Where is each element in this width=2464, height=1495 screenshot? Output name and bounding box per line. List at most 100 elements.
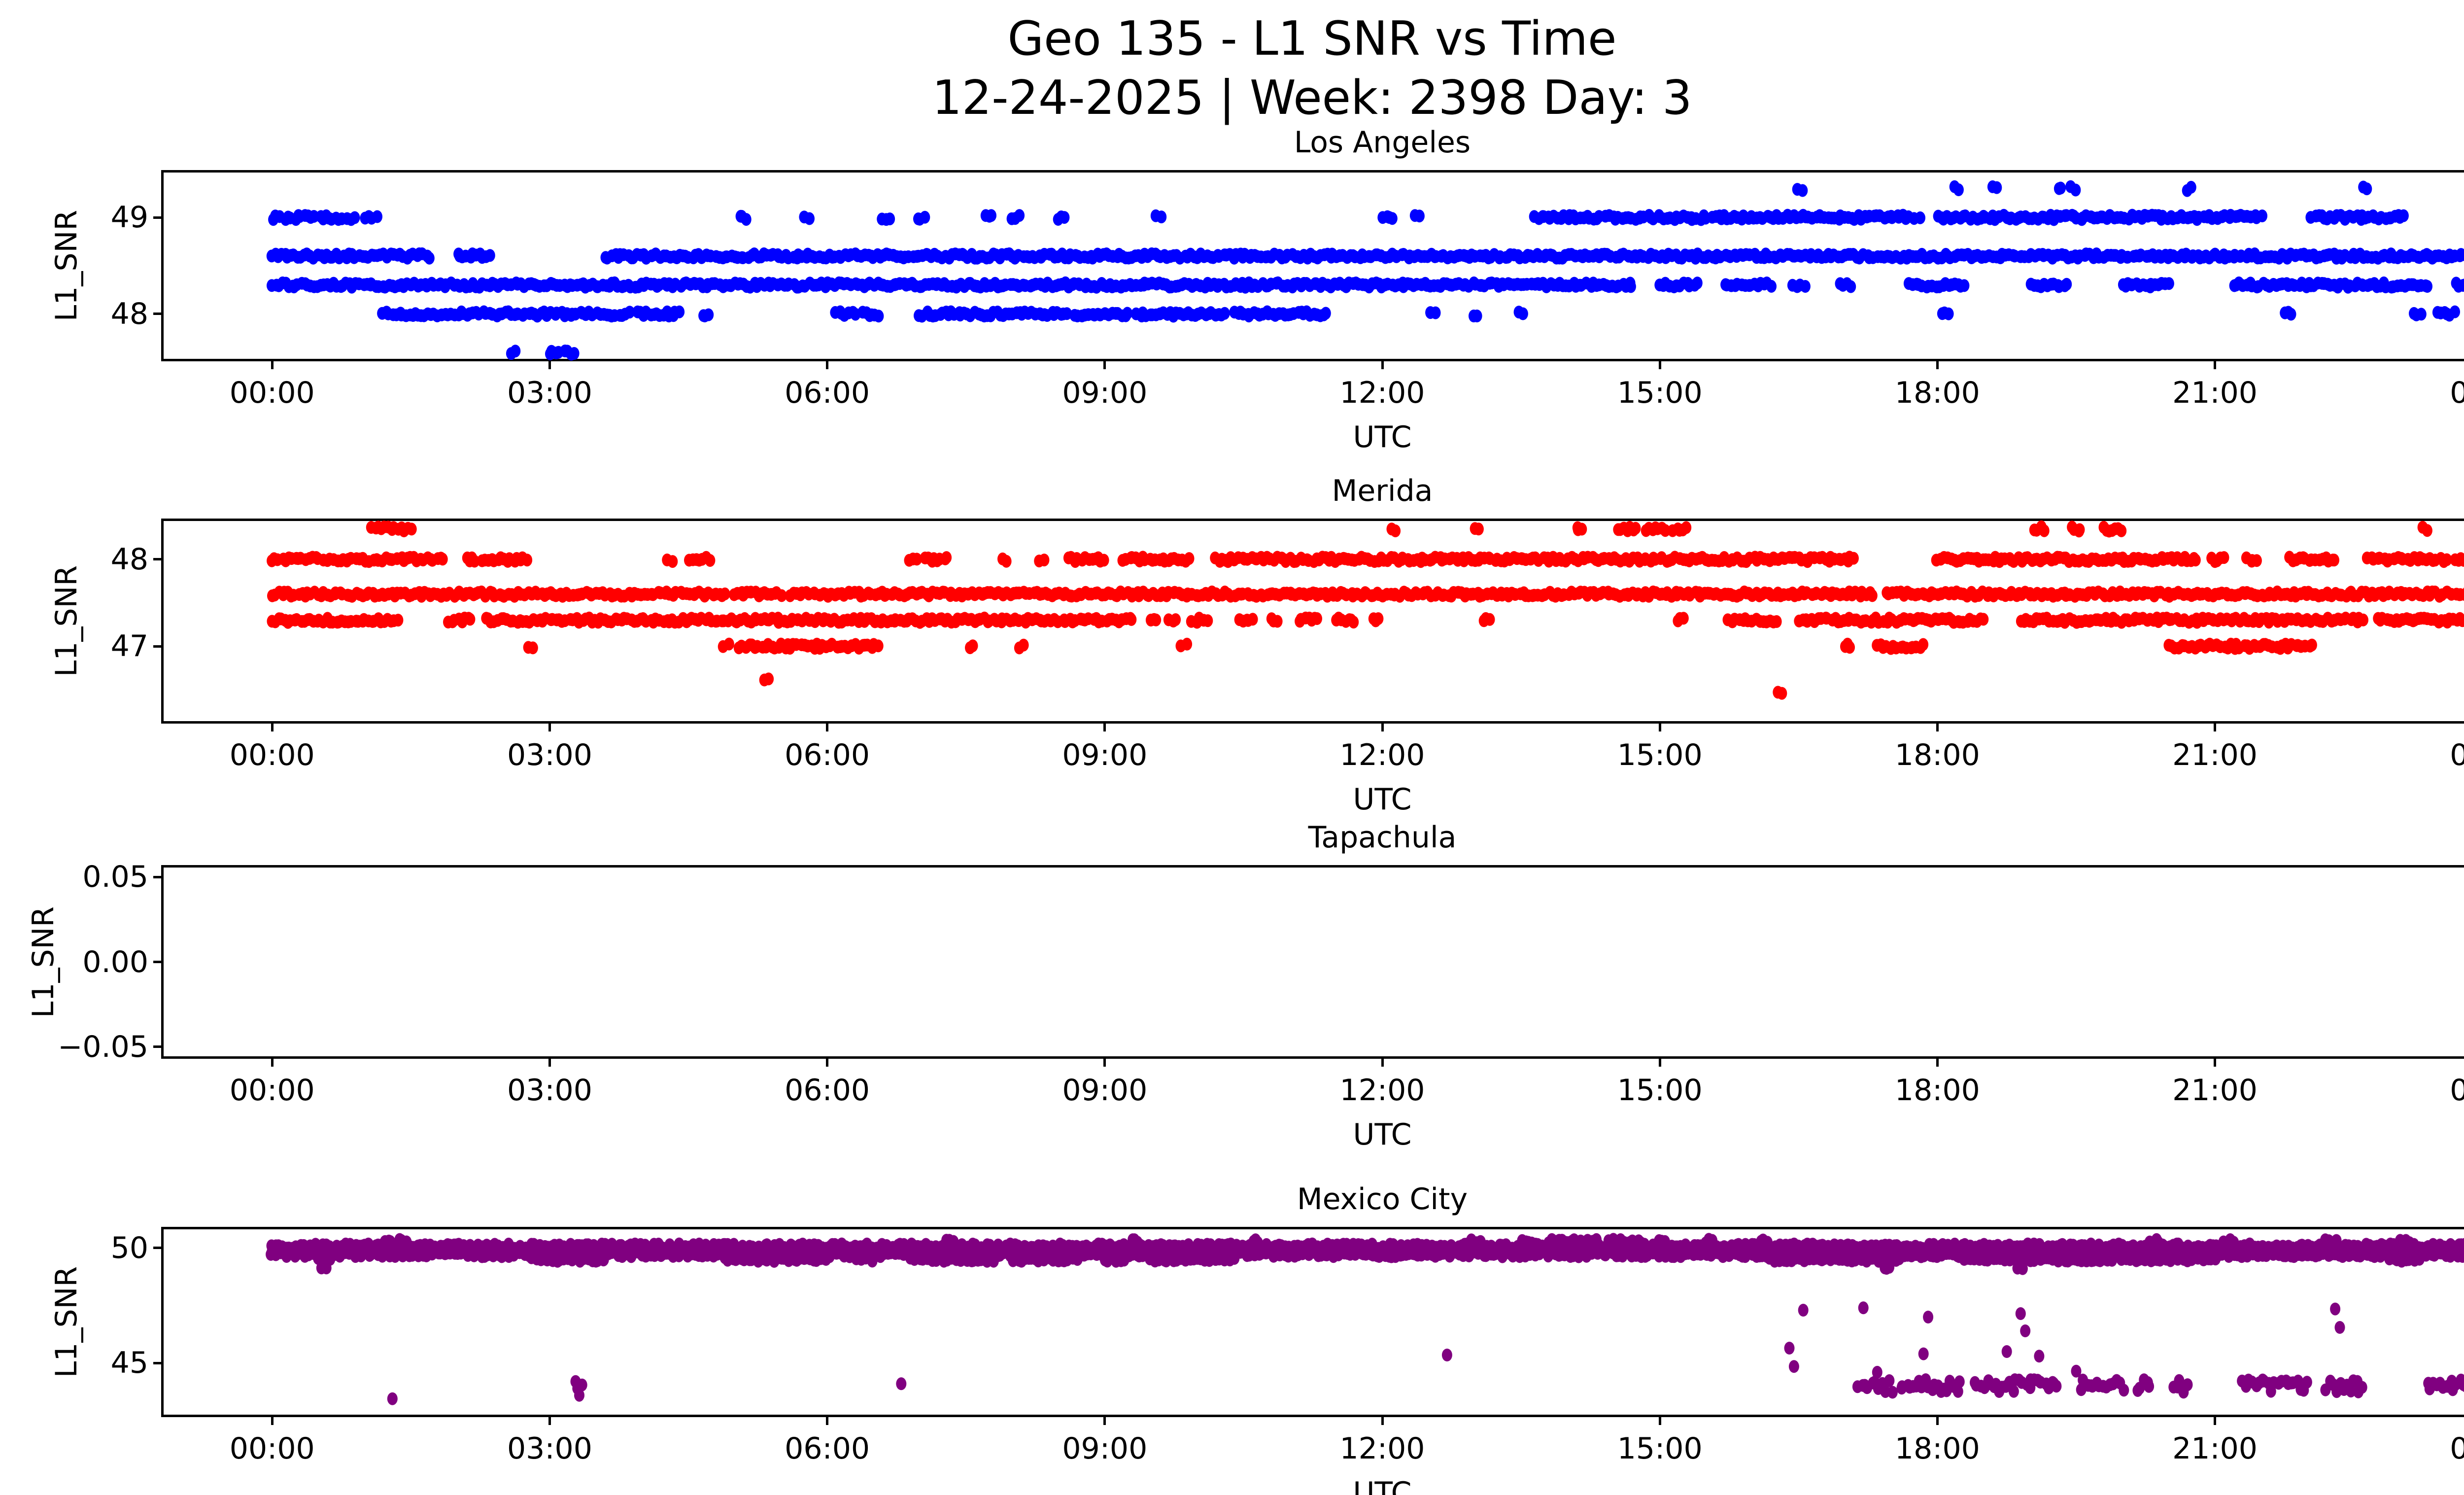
x-tick-label: 09:00 xyxy=(1062,1073,1148,1108)
y-tick xyxy=(153,961,161,963)
y-tick xyxy=(153,216,161,219)
figure-title-line2: 12-24-2025 | Week: 2398 Day: 3 xyxy=(932,71,1692,125)
y-tick-label: 49 xyxy=(110,200,148,235)
x-tick xyxy=(1936,1059,1939,1067)
y-tick-label: 0.05 xyxy=(82,860,148,895)
x-axis-label: UTC xyxy=(1353,1117,1412,1152)
subplot-title: Tapachula xyxy=(1308,820,1457,855)
x-tick-label: 00:00 xyxy=(2450,1073,2464,1108)
x-tick xyxy=(1381,724,1384,731)
y-axis-label: L1_SNR xyxy=(49,565,84,677)
x-tick xyxy=(1103,1059,1106,1067)
x-tick xyxy=(826,1059,829,1067)
axes-box xyxy=(161,170,2464,361)
x-axis-label: UTC xyxy=(1353,782,1412,817)
x-tick-label: 21:00 xyxy=(2172,376,2258,410)
x-tick-label: 00:00 xyxy=(2450,1431,2464,1466)
x-tick-label: 18:00 xyxy=(1894,1073,1980,1108)
x-tick xyxy=(1103,1417,1106,1425)
x-tick xyxy=(271,361,274,369)
x-tick xyxy=(826,361,829,369)
y-tick-label: 50 xyxy=(110,1230,148,1265)
y-tick-label: 47 xyxy=(110,629,148,664)
x-tick xyxy=(271,1417,274,1425)
x-tick-label: 06:00 xyxy=(785,738,870,772)
x-tick-label: 06:00 xyxy=(785,376,870,410)
x-tick xyxy=(1936,361,1939,369)
y-tick-label: 0.00 xyxy=(82,944,148,979)
y-tick-label: 48 xyxy=(110,542,148,577)
x-tick-label: 15:00 xyxy=(1617,376,1703,410)
y-tick-label: −0.05 xyxy=(58,1029,148,1064)
x-tick-label: 09:00 xyxy=(1062,738,1148,772)
y-tick xyxy=(153,558,161,561)
x-tick-label: 00:00 xyxy=(229,376,315,410)
x-tick-label: 00:00 xyxy=(229,738,315,772)
x-tick-label: 09:00 xyxy=(1062,1431,1148,1466)
x-tick xyxy=(548,1417,551,1425)
y-tick-label: 48 xyxy=(110,296,148,331)
scatter-plot xyxy=(267,520,2464,700)
x-tick-label: 12:00 xyxy=(1339,738,1425,772)
x-tick-label: 15:00 xyxy=(1617,1431,1703,1466)
x-tick xyxy=(548,724,551,731)
x-tick-label: 18:00 xyxy=(1894,738,1980,772)
scatter-plot xyxy=(266,180,2464,361)
y-tick xyxy=(153,1045,161,1048)
x-tick xyxy=(1103,724,1106,731)
y-axis-label: L1_SNR xyxy=(26,906,61,1018)
x-tick-label: 09:00 xyxy=(1062,376,1148,410)
y-tick xyxy=(153,1247,161,1250)
subplot-title: Los Angeles xyxy=(1294,125,1471,160)
x-tick xyxy=(826,1417,829,1425)
x-tick xyxy=(1936,724,1939,731)
axes-box xyxy=(161,865,2464,1059)
x-tick xyxy=(1658,724,1661,731)
y-tick xyxy=(153,875,161,878)
x-tick-label: 15:00 xyxy=(1617,738,1703,772)
x-tick-label: 03:00 xyxy=(507,738,592,772)
subplot-title: Mexico City xyxy=(1297,1182,1468,1217)
y-tick xyxy=(153,313,161,315)
x-tick-label: 21:00 xyxy=(2172,1073,2258,1108)
x-tick-label: 03:00 xyxy=(507,1431,592,1466)
scatter-plot xyxy=(266,1233,2464,1405)
x-tick-label: 21:00 xyxy=(2172,738,2258,772)
x-tick xyxy=(1658,361,1661,369)
y-axis-label: L1_SNR xyxy=(49,1266,84,1378)
x-tick xyxy=(1381,1059,1384,1067)
x-tick-label: 12:00 xyxy=(1339,1073,1425,1108)
scatter-plot xyxy=(161,865,2464,1059)
x-axis-label: UTC xyxy=(1353,420,1412,454)
x-tick-label: 06:00 xyxy=(785,1431,870,1466)
y-axis-label: L1_SNR xyxy=(49,209,84,322)
y-tick-label: 45 xyxy=(110,1346,148,1381)
x-tick xyxy=(271,724,274,731)
x-tick-label: 06:00 xyxy=(785,1073,870,1108)
x-tick-label: 12:00 xyxy=(1339,1431,1425,1466)
subplot-title: Merida xyxy=(1332,474,1433,508)
x-tick-label: 00:00 xyxy=(2450,376,2464,410)
x-tick-label: 00:00 xyxy=(229,1073,315,1108)
x-tick xyxy=(2214,361,2217,369)
y-tick xyxy=(153,645,161,648)
x-tick-label: 18:00 xyxy=(1894,1431,1980,1466)
x-tick xyxy=(1381,1417,1384,1425)
x-tick-label: 12:00 xyxy=(1339,376,1425,410)
x-tick-label: 15:00 xyxy=(1617,1073,1703,1108)
figure-title-line1: Geo 135 - L1 SNR vs Time xyxy=(1007,12,1617,66)
x-tick xyxy=(1658,1059,1661,1067)
x-tick xyxy=(2214,1059,2217,1067)
x-tick-label: 03:00 xyxy=(507,1073,592,1108)
x-tick-label: 21:00 xyxy=(2172,1431,2258,1466)
x-tick xyxy=(548,1059,551,1067)
x-tick xyxy=(1381,361,1384,369)
x-tick xyxy=(1658,1417,1661,1425)
x-tick xyxy=(1103,361,1106,369)
y-tick xyxy=(153,1361,161,1364)
x-tick-label: 03:00 xyxy=(507,376,592,410)
x-tick xyxy=(548,361,551,369)
x-tick xyxy=(826,724,829,731)
x-tick xyxy=(2214,1417,2217,1425)
